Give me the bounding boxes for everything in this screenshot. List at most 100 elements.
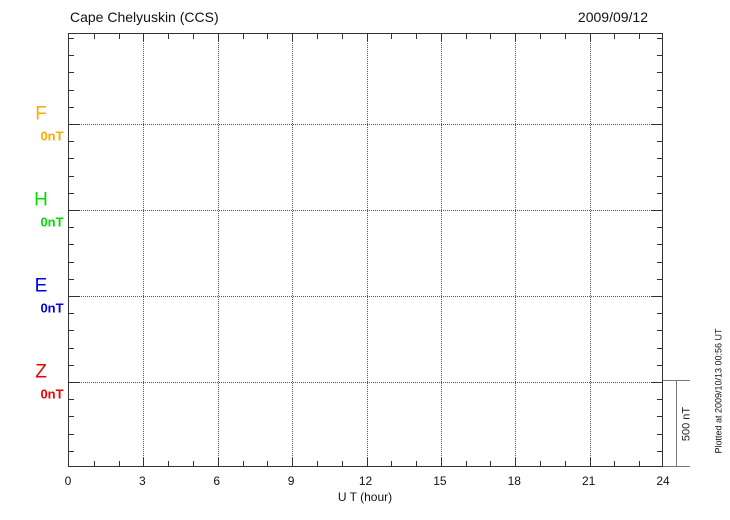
channel-label-E: E — [34, 275, 48, 297]
left-minor-tick — [69, 141, 74, 143]
bottom-tick-hour-19 — [540, 461, 542, 466]
right-minor-tick — [657, 450, 662, 452]
bottom-tick-hour-22 — [614, 461, 616, 466]
top-tick-hour-20 — [564, 34, 566, 39]
plot-area — [68, 33, 663, 467]
left-minor-tick — [69, 364, 74, 366]
right-minor-tick — [657, 364, 662, 366]
bottom-tick-hour-10 — [316, 461, 318, 466]
top-tick-hour-17 — [490, 34, 492, 39]
left-minor-tick — [69, 450, 74, 452]
scale-bar-label: 500 nT — [680, 406, 693, 442]
bottom-tick-hour-3 — [143, 458, 145, 466]
left-major-tick-H — [69, 210, 80, 211]
x-tick-label-15: 15 — [433, 474, 447, 488]
top-tick-hour-9 — [292, 34, 294, 41]
channel-label-H: H — [34, 189, 48, 211]
bottom-tick-hour-5 — [192, 461, 194, 466]
plotted-at-note: Plotted at 2009/10/13 00:56 UT — [713, 328, 724, 454]
left-minor-tick — [69, 55, 74, 57]
bottom-tick-hour-4 — [168, 461, 170, 466]
top-tick-hour-23 — [639, 34, 641, 39]
right-minor-tick — [657, 416, 662, 418]
baseline-gridline-Z — [69, 382, 662, 383]
top-tick-hour-6 — [217, 34, 219, 41]
bottom-tick-hour-11 — [341, 461, 343, 466]
top-tick-hour-11 — [341, 34, 343, 39]
left-minor-tick — [69, 38, 74, 39]
right-minor-tick — [657, 227, 662, 229]
bottom-tick-hour-1 — [93, 461, 95, 466]
left-minor-tick — [69, 106, 74, 108]
bottom-tick-hour-7 — [242, 461, 244, 466]
right-major-tick-E — [651, 296, 662, 297]
top-tick-hour-18 — [515, 34, 517, 41]
left-minor-tick — [69, 89, 74, 91]
top-tick-hour-4 — [168, 34, 170, 39]
left-major-tick-E — [69, 296, 80, 297]
top-tick-hour-12 — [366, 34, 368, 41]
right-minor-tick — [657, 399, 662, 401]
right-minor-tick — [657, 72, 662, 74]
bottom-tick-hour-13 — [391, 461, 393, 466]
baseline-gridline-F — [69, 124, 662, 125]
top-tick-hour-14 — [416, 34, 418, 39]
right-minor-tick — [657, 192, 662, 194]
top-tick-hour-15 — [440, 34, 442, 41]
left-minor-tick — [69, 399, 74, 401]
right-minor-tick — [657, 278, 662, 280]
right-minor-tick — [657, 347, 662, 349]
bottom-tick-hour-9 — [292, 458, 294, 466]
x-tick-label-21: 21 — [581, 474, 596, 488]
left-major-tick-F — [69, 124, 80, 125]
x-tick-label-12: 12 — [358, 474, 373, 488]
x-tick-label-0: 0 — [64, 474, 72, 488]
bottom-tick-hour-2 — [118, 461, 120, 466]
vertical-gridline-hour-6 — [217, 34, 219, 466]
left-minor-tick — [69, 261, 74, 263]
x-tick-label-24: 24 — [656, 474, 670, 488]
top-tick-hour-3 — [143, 34, 145, 41]
bottom-tick-hour-16 — [465, 461, 467, 466]
vertical-gridline-hour-9 — [292, 34, 294, 466]
left-minor-tick — [69, 330, 74, 332]
left-minor-tick — [69, 158, 74, 160]
channel-label-Z: Z — [35, 361, 47, 383]
right-minor-tick — [657, 38, 662, 39]
left-minor-tick — [69, 192, 74, 194]
top-tick-hour-5 — [192, 34, 194, 39]
top-tick-hour-21 — [589, 34, 591, 41]
channel-baseline-value-F: 0nT — [40, 128, 64, 144]
bottom-tick-hour-18 — [515, 458, 517, 466]
right-minor-tick — [657, 330, 662, 332]
left-minor-tick — [69, 227, 74, 229]
station-title: Cape Chelyuskin (CCS) — [70, 9, 219, 25]
plot-date: 2009/09/12 — [577, 9, 648, 25]
top-tick-hour-13 — [391, 34, 393, 39]
baseline-gridline-H — [69, 210, 662, 211]
right-minor-tick — [657, 141, 662, 143]
bottom-tick-hour-23 — [639, 461, 641, 466]
left-minor-tick — [69, 278, 74, 280]
right-minor-tick — [657, 89, 662, 91]
right-minor-tick — [657, 55, 662, 57]
right-minor-tick — [657, 433, 662, 435]
channel-baseline-value-Z: 0nT — [40, 386, 64, 402]
bottom-tick-hour-20 — [564, 461, 566, 466]
right-major-tick-F — [651, 124, 662, 125]
left-minor-tick — [69, 244, 74, 246]
left-minor-tick — [69, 72, 74, 74]
vertical-gridline-hour-18 — [515, 34, 517, 466]
right-minor-tick — [657, 175, 662, 177]
bottom-tick-hour-8 — [267, 461, 269, 466]
bottom-tick-hour-15 — [440, 458, 442, 466]
vertical-gridline-hour-15 — [440, 34, 442, 466]
bottom-tick-hour-12 — [366, 458, 368, 466]
channel-baseline-value-H: 0nT — [40, 214, 64, 230]
left-major-tick-Z — [69, 382, 80, 383]
x-axis-title: U T (hour) — [337, 490, 393, 504]
right-minor-tick — [657, 106, 662, 108]
channel-label-F: F — [35, 103, 47, 125]
top-tick-hour-8 — [267, 34, 269, 39]
left-minor-tick — [69, 433, 74, 435]
